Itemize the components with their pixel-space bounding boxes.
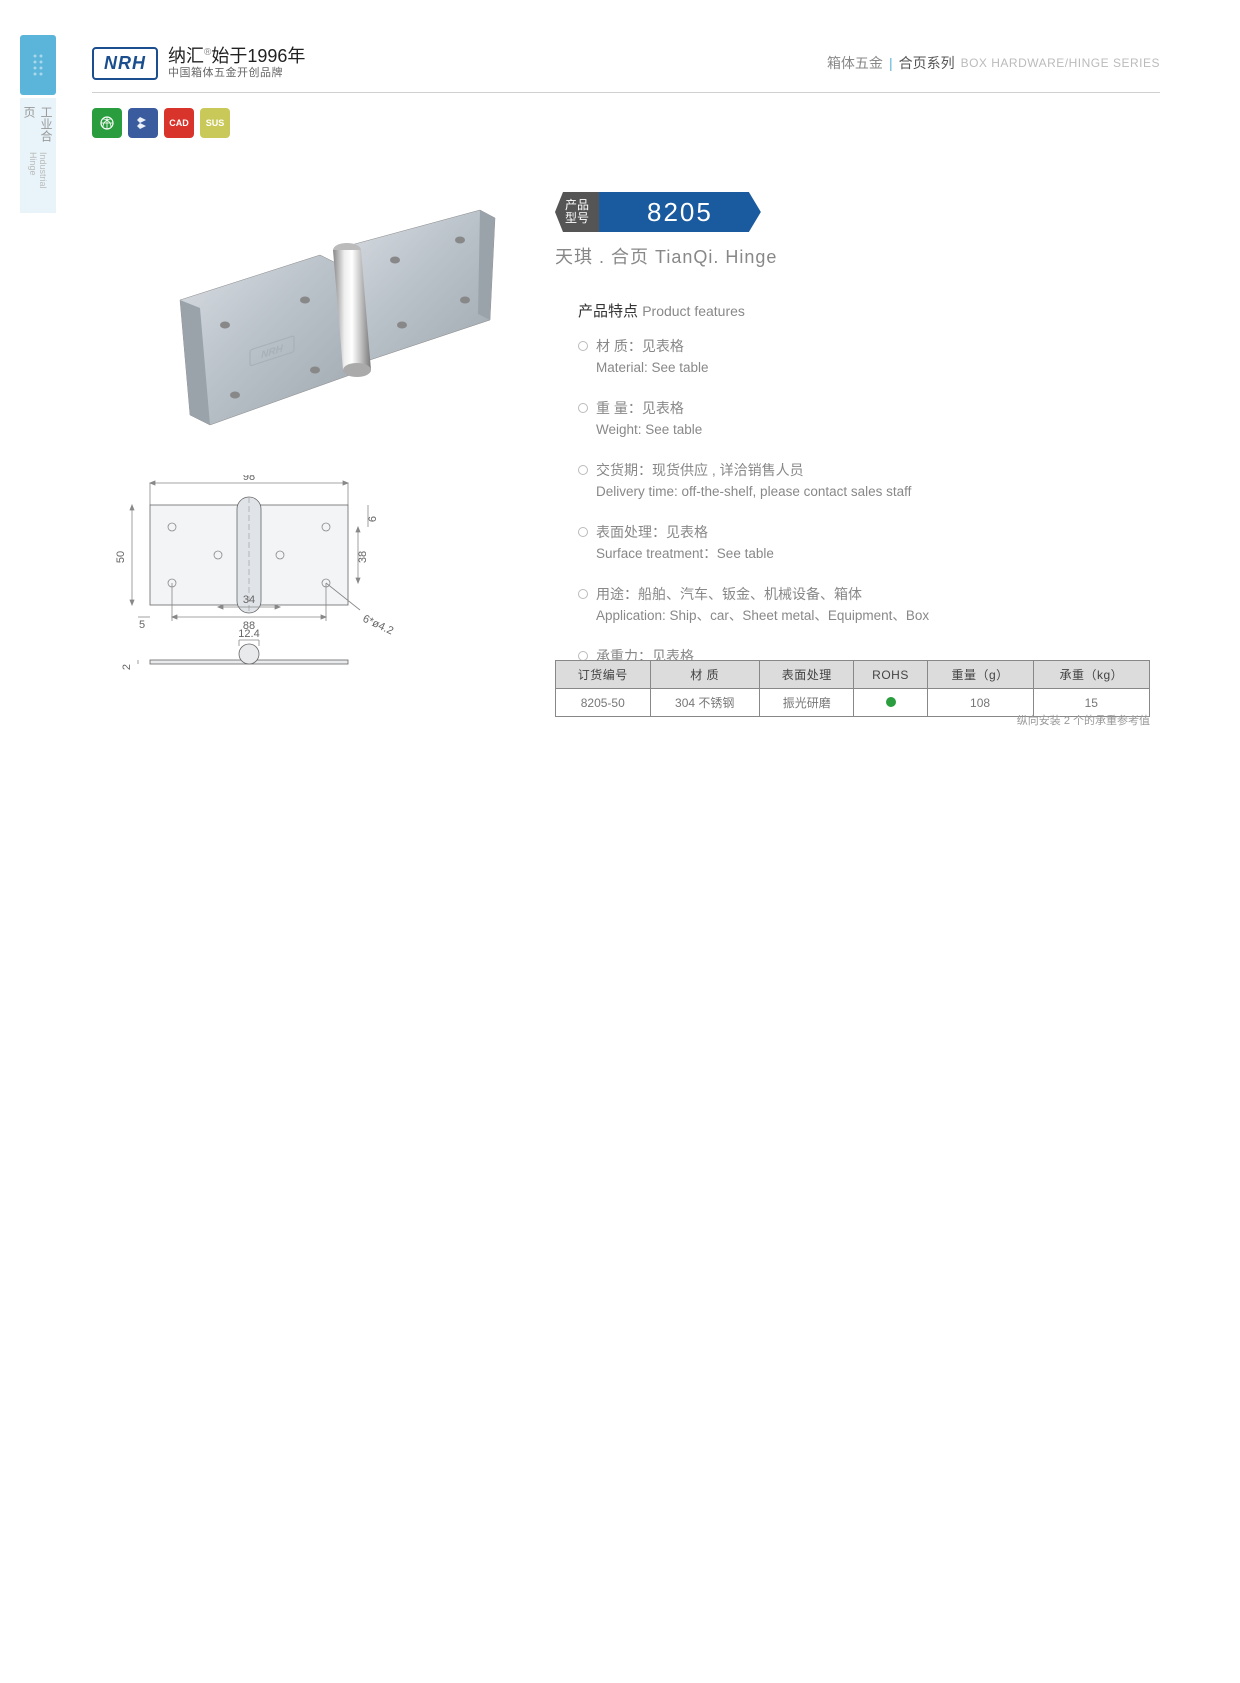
feature-cn: 交货期：现货供应 , 详洽销售人员: [596, 459, 1150, 481]
table-cell: [854, 689, 927, 717]
dim-50: 50: [115, 551, 127, 563]
table-cell: 振光研磨: [759, 689, 854, 717]
cert-icon-sus: SUS: [200, 108, 230, 138]
model-value: 8205: [599, 192, 761, 232]
model-label: 产品 型号: [555, 192, 599, 232]
feature-item: 材 质：见表格Material: See table: [578, 335, 1150, 379]
feature-en: Weight: See table: [596, 419, 1150, 441]
feature-en: Delivery time: off-the-shelf, please con…: [596, 481, 1150, 503]
feature-cn: 用途：船舶、汽车、钣金、机械设备、箱体: [596, 583, 1150, 605]
dim-34: 34: [243, 594, 255, 606]
side-tab-icon: [20, 35, 56, 95]
dim-thick: 2: [121, 664, 133, 670]
header-rule: [92, 92, 1160, 93]
table-header: 订货编号: [556, 661, 651, 689]
feature-cn: 表面处理：见表格: [596, 521, 1150, 543]
feature-cn: 重 量：见表格: [596, 397, 1150, 419]
side-tab-en: Industrial Hinge: [28, 152, 48, 205]
feature-item: 重 量：见表格Weight: See table: [578, 397, 1150, 441]
side-tab-cn: 工业合页: [21, 106, 55, 146]
dim-6: 6: [367, 516, 379, 522]
table-header: 材 质: [650, 661, 759, 689]
feature-cn: 材 质：见表格: [596, 335, 1150, 357]
feature-en: Application: Ship、car、Sheet metal、Equipm…: [596, 605, 1150, 627]
logo-line2: 中国箱体五金开创品牌: [168, 67, 305, 80]
product-name: 天琪 . 合页 TianQi. Hinge: [555, 243, 777, 269]
table-note: 纵向安装 2 个的承重参考值: [1017, 712, 1150, 728]
feature-en: Material: See table: [596, 357, 1150, 379]
cert-icons: CAD SUS: [92, 108, 230, 138]
divider-icon: |: [889, 55, 893, 71]
features-title: 产品特点 Product features: [578, 300, 1150, 321]
dim-38: 38: [357, 551, 369, 563]
feature-en: Surface treatment：See table: [596, 543, 1150, 565]
side-tab-category: 工业合页 Industrial Hinge: [20, 98, 56, 213]
rohs-dot-icon: [886, 697, 896, 707]
cert-icon-cad: CAD: [164, 108, 194, 138]
spec-table: 订货编号材 质表面处理ROHS重量（g）承重（kg） 8205-50304 不锈…: [555, 660, 1150, 717]
model-badge: 产品 型号 8205: [555, 192, 761, 232]
table-header: 表面处理: [759, 661, 854, 689]
feature-item: 交货期：现货供应 , 详洽销售人员Delivery time: off-the-…: [578, 459, 1150, 503]
page-header: NRH 纳汇®始于1996年 中国箱体五金开创品牌 箱体五金 | 合页系列 BO…: [92, 38, 1160, 88]
feature-item: 表面处理：见表格Surface treatment：See table: [578, 521, 1150, 565]
cert-icon-1: [92, 108, 122, 138]
logo: NRH 纳汇®始于1996年 中国箱体五金开创品牌: [92, 46, 305, 81]
cert-icon-2: [128, 108, 158, 138]
table-header: 重量（g）: [927, 661, 1033, 689]
dim-5: 5: [139, 619, 145, 631]
table-header: 承重（kg）: [1033, 661, 1149, 689]
dim-holes: 6*ø4.2: [361, 613, 395, 638]
product-image: NRH: [140, 200, 520, 440]
technical-drawing: 98 88 34 5 50 38 6 6*ø4.2 12.4 2: [100, 475, 420, 675]
dim-98: 98: [243, 475, 255, 483]
table-cell: 8205-50: [556, 689, 651, 717]
table-header: ROHS: [854, 661, 927, 689]
table-cell: 304 不锈钢: [650, 689, 759, 717]
features-section: 产品特点 Product features 材 质：见表格Material: S…: [578, 300, 1150, 707]
logo-mark: NRH: [92, 47, 158, 80]
feature-item: 用途：船舶、汽车、钣金、机械设备、箱体Application: Ship、car…: [578, 583, 1150, 627]
dim-barrel: 12.4: [238, 628, 259, 640]
logo-line1: 纳汇®始于1996年: [168, 46, 305, 68]
header-breadcrumb: 箱体五金 | 合页系列 BOX HARDWARE/HINGE SERIES: [827, 53, 1160, 73]
